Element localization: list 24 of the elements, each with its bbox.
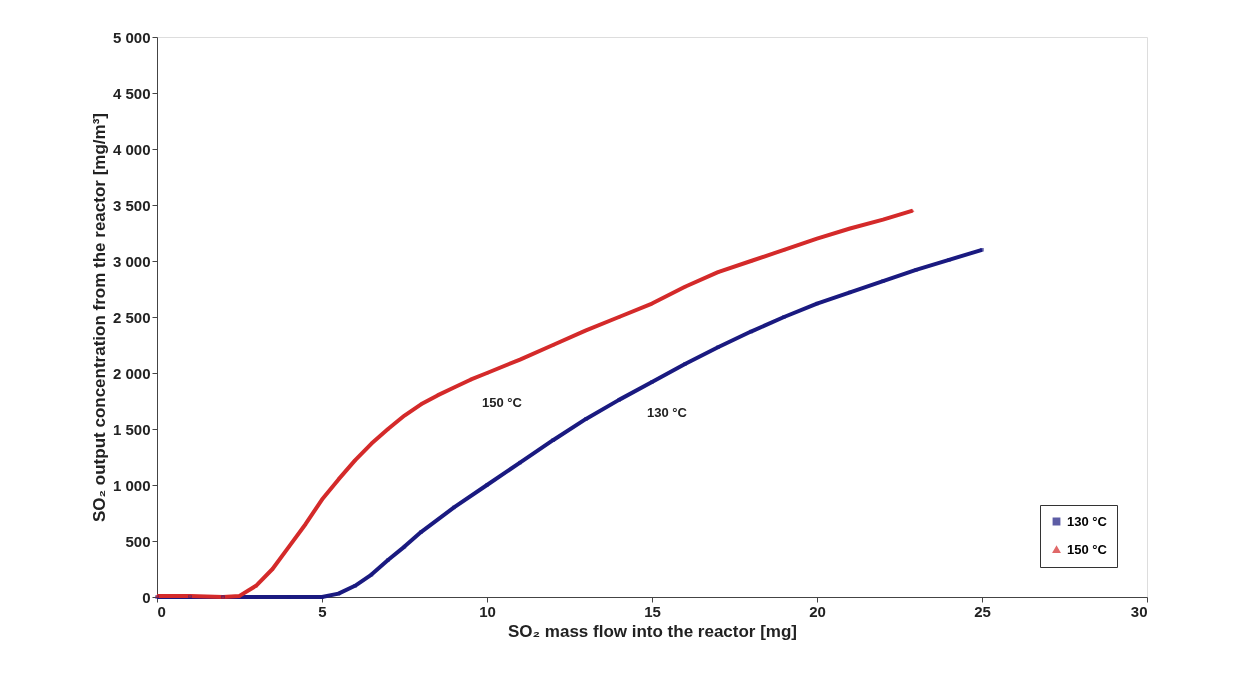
x-tick-label: 25 — [974, 602, 991, 620]
x-tick-label: 20 — [809, 602, 826, 620]
annotation: 150 °C — [482, 395, 523, 410]
y-tick-label: 5 000 — [112, 28, 151, 46]
y-tick-label: 1 500 — [112, 420, 151, 438]
annotation: 130 °C — [647, 405, 688, 420]
x-tick-label: 0 — [157, 602, 166, 620]
x-tick-label: 5 — [318, 602, 327, 620]
y-tick-label: 0 — [142, 588, 151, 606]
y-tick-label: 3 500 — [112, 196, 151, 214]
y-tick-label: 4 500 — [112, 84, 151, 102]
y-tick-label: 3 000 — [112, 252, 151, 270]
x-tick-label: 10 — [479, 602, 496, 620]
legend-label: 150 °C — [1067, 541, 1108, 557]
x-tick-label: 15 — [644, 602, 661, 620]
y-tick-label: 2 000 — [112, 364, 151, 382]
x-axis-title: SO₂ mass flow into the reactor [mg] — [507, 621, 798, 641]
y-axis-title: SO₂ output concentration from the reactor [mg/m³] — [89, 113, 109, 522]
y-tick-label: 2 500 — [112, 308, 151, 326]
y-tick-label: 500 — [125, 532, 151, 550]
legend-label: 130 °C — [1067, 513, 1108, 529]
x-tick-label: 30 — [1130, 602, 1148, 620]
y-tick-label: 4 000 — [112, 140, 151, 158]
y-tick-label: 1 000 — [112, 476, 151, 494]
